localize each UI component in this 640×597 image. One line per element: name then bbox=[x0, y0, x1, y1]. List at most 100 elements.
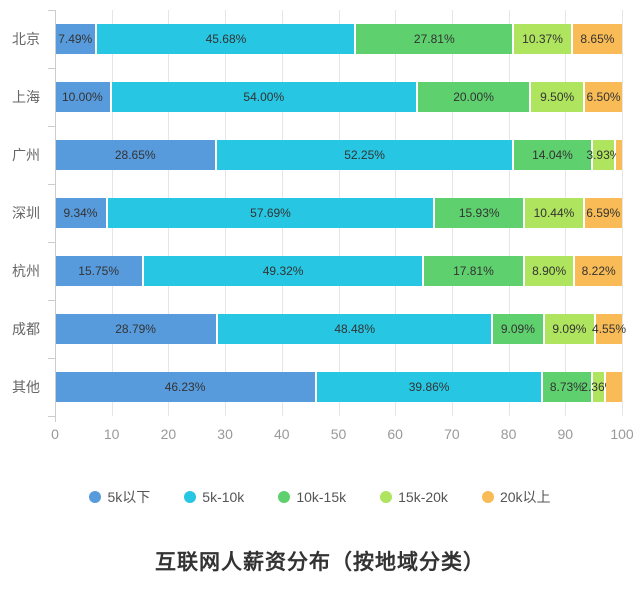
bar-segment-label: 17.81% bbox=[453, 264, 494, 278]
y-axis-tick bbox=[48, 126, 55, 127]
x-tick-label-90: 90 bbox=[557, 426, 574, 442]
y-axis-tick bbox=[48, 300, 55, 301]
y-axis-tick bbox=[48, 10, 55, 11]
bar-row-杭州: 15.75% 49.32% 17.81% 8.90% 8.22% bbox=[55, 256, 622, 286]
bar-segment-label: 15.75% bbox=[78, 264, 119, 278]
bar-segment-5k-10k[interactable]: 54.00% bbox=[111, 82, 418, 112]
bar-segment-20k以上[interactable]: 8.65% bbox=[572, 24, 622, 54]
bar-segment-label: 8.22% bbox=[581, 264, 616, 278]
x-tick-label-60: 60 bbox=[387, 426, 403, 442]
legend-item-10k-15k[interactable]: 10k-15k bbox=[278, 487, 346, 507]
category-label-上海: 上海 bbox=[12, 89, 40, 105]
bar-segment-5k-10k[interactable]: 48.48% bbox=[218, 314, 494, 344]
bar-segment-label: 10.37% bbox=[522, 32, 563, 46]
bar-segment-10k-15k[interactable]: 17.81% bbox=[423, 256, 525, 286]
bar-row-其他: 46.23% 39.86% 8.73% 2.36% bbox=[55, 372, 622, 402]
legend-item-20k以上[interactable]: 20k以上 bbox=[481, 487, 551, 507]
bar-segment-15k-20k[interactable]: 8.90% bbox=[524, 256, 576, 286]
bar-segment-20k以上[interactable]: 4.55% bbox=[592, 314, 626, 344]
bar-row-成都: 28.79% 48.48% 9.09% 9.09% 4.55% bbox=[55, 314, 626, 344]
legend-swatch-icon bbox=[380, 491, 393, 503]
category-label-深圳: 深圳 bbox=[12, 205, 40, 221]
bar-segment-label: 15.93% bbox=[458, 206, 500, 220]
bar-segment-5k以下[interactable]: 46.23% bbox=[55, 372, 318, 402]
bar-segment-20k以上[interactable]: 6.50% bbox=[585, 82, 622, 112]
bar-segment-label: 10.44% bbox=[533, 206, 575, 220]
y-axis-tick bbox=[48, 184, 55, 185]
bar-segment-label: 49.32% bbox=[262, 264, 304, 278]
bar-segment-label: 7.49% bbox=[58, 32, 93, 46]
bar-segment-label: 9.34% bbox=[63, 206, 98, 220]
x-tick-label-40: 40 bbox=[274, 426, 290, 442]
x-tick-label-80: 80 bbox=[500, 426, 517, 442]
bar-segment-label: 28.65% bbox=[114, 148, 156, 162]
bar-segment-label: 27.81% bbox=[413, 32, 455, 46]
bar-segment-5k-10k[interactable]: 57.69% bbox=[107, 198, 436, 228]
x-tick-label-0: 0 bbox=[51, 426, 59, 442]
bar-segment-15k-20k[interactable]: 10.37% bbox=[514, 24, 573, 54]
bar-segment-5k以下[interactable]: 9.34% bbox=[55, 198, 108, 228]
gridline bbox=[622, 10, 623, 416]
legend: 5k以下 5k-10k 10k-15k 15k-20k 20k以上 bbox=[0, 487, 640, 507]
bar-segment-15k-20k[interactable]: 10.44% bbox=[525, 198, 585, 228]
bar-row-深圳: 9.34% 57.69% 15.93% 10.44% 6.59% bbox=[55, 198, 622, 228]
bar-segment-10k-15k[interactable]: 8.73% bbox=[543, 372, 593, 402]
bar-segment-5k以下[interactable]: 15.75% bbox=[55, 256, 145, 286]
bar-segment-label: 8.90% bbox=[532, 264, 567, 278]
bar-segment-5k-10k[interactable]: 45.68% bbox=[97, 24, 357, 54]
bar-segment-label: 9.09% bbox=[552, 322, 587, 336]
bar-segment-label: 48.48% bbox=[334, 322, 376, 336]
y-axis-tick bbox=[48, 68, 55, 69]
x-tick-label-70: 70 bbox=[444, 426, 460, 442]
x-tick-label-10: 10 bbox=[103, 426, 120, 442]
bar-segment-5k以下[interactable]: 28.65% bbox=[55, 140, 218, 170]
bar-segment-20k以上[interactable] bbox=[615, 140, 622, 170]
y-axis-line bbox=[55, 10, 56, 422]
bar-segment-5k-10k[interactable]: 49.32% bbox=[144, 256, 424, 286]
bar-segment-label: 46.23% bbox=[164, 380, 206, 394]
bar-segment-label: 20.00% bbox=[453, 90, 494, 104]
legend-item-5k以下[interactable]: 5k以下 bbox=[89, 487, 150, 507]
category-label-成都: 成都 bbox=[12, 321, 40, 337]
legend-item-5k-10k[interactable]: 5k-10k bbox=[184, 487, 244, 507]
legend-label: 5k以下 bbox=[107, 489, 151, 505]
bar-segment-10k-15k[interactable]: 20.00% bbox=[417, 82, 532, 112]
bar-segment-20k以上[interactable]: 8.22% bbox=[575, 256, 622, 286]
bar-segment-10k-15k[interactable]: 14.04% bbox=[513, 140, 594, 170]
legend-item-15k-20k[interactable]: 15k-20k bbox=[380, 487, 448, 507]
bar-segment-5k以下[interactable]: 10.00% bbox=[55, 82, 112, 112]
bar-segment-label: 6.59% bbox=[586, 206, 621, 220]
bar-segment-10k-15k[interactable]: 15.93% bbox=[435, 198, 526, 228]
bar-segment-15k-20k[interactable]: 9.50% bbox=[531, 82, 586, 112]
bar-segment-5k以下[interactable]: 28.79% bbox=[55, 314, 219, 344]
bar-segment-label: 10.00% bbox=[61, 90, 103, 104]
bar-segment-label: 8.73% bbox=[549, 380, 584, 394]
bar-segment-15k-20k[interactable]: 3.93% bbox=[586, 140, 620, 170]
bar-segment-10k-15k[interactable]: 27.81% bbox=[356, 24, 515, 54]
legend-swatch-icon bbox=[278, 491, 291, 503]
bar-segment-15k-20k[interactable]: 9.09% bbox=[544, 314, 597, 344]
bar-segment-label: 4.55% bbox=[592, 322, 627, 336]
legend-label: 15k-20k bbox=[398, 489, 448, 505]
bar-segment-5k-10k[interactable]: 52.25% bbox=[217, 140, 514, 170]
bar-segment-label: 52.25% bbox=[344, 148, 385, 162]
legend-label: 5k-10k bbox=[202, 489, 245, 505]
y-axis-tick bbox=[48, 358, 55, 359]
bar-segment-10k-15k[interactable]: 9.09% bbox=[493, 314, 545, 344]
bar-segment-15k-20k[interactable]: 2.36% bbox=[581, 372, 615, 402]
bar-segment-5k以下[interactable]: 7.49% bbox=[55, 24, 98, 54]
category-label-北京: 北京 bbox=[12, 31, 40, 47]
category-label-其他: 其他 bbox=[12, 379, 40, 395]
bar-segment-label: 57.69% bbox=[250, 206, 291, 220]
bar-segment-label: 6.50% bbox=[586, 90, 621, 104]
bar-segment-5k-10k[interactable]: 39.86% bbox=[317, 372, 544, 402]
legend-label: 10k-15k bbox=[296, 489, 347, 505]
bar-segment-20k以上[interactable]: 6.59% bbox=[584, 198, 622, 228]
bar-segment-20k以上[interactable] bbox=[605, 372, 622, 402]
legend-swatch-icon bbox=[184, 491, 197, 503]
bar-segment-label: 45.68% bbox=[205, 32, 247, 46]
chart-title: 互联网人薪资分布（按地域分类） bbox=[155, 551, 485, 574]
category-label-杭州: 杭州 bbox=[12, 263, 40, 279]
legend-swatch-icon bbox=[89, 491, 102, 503]
